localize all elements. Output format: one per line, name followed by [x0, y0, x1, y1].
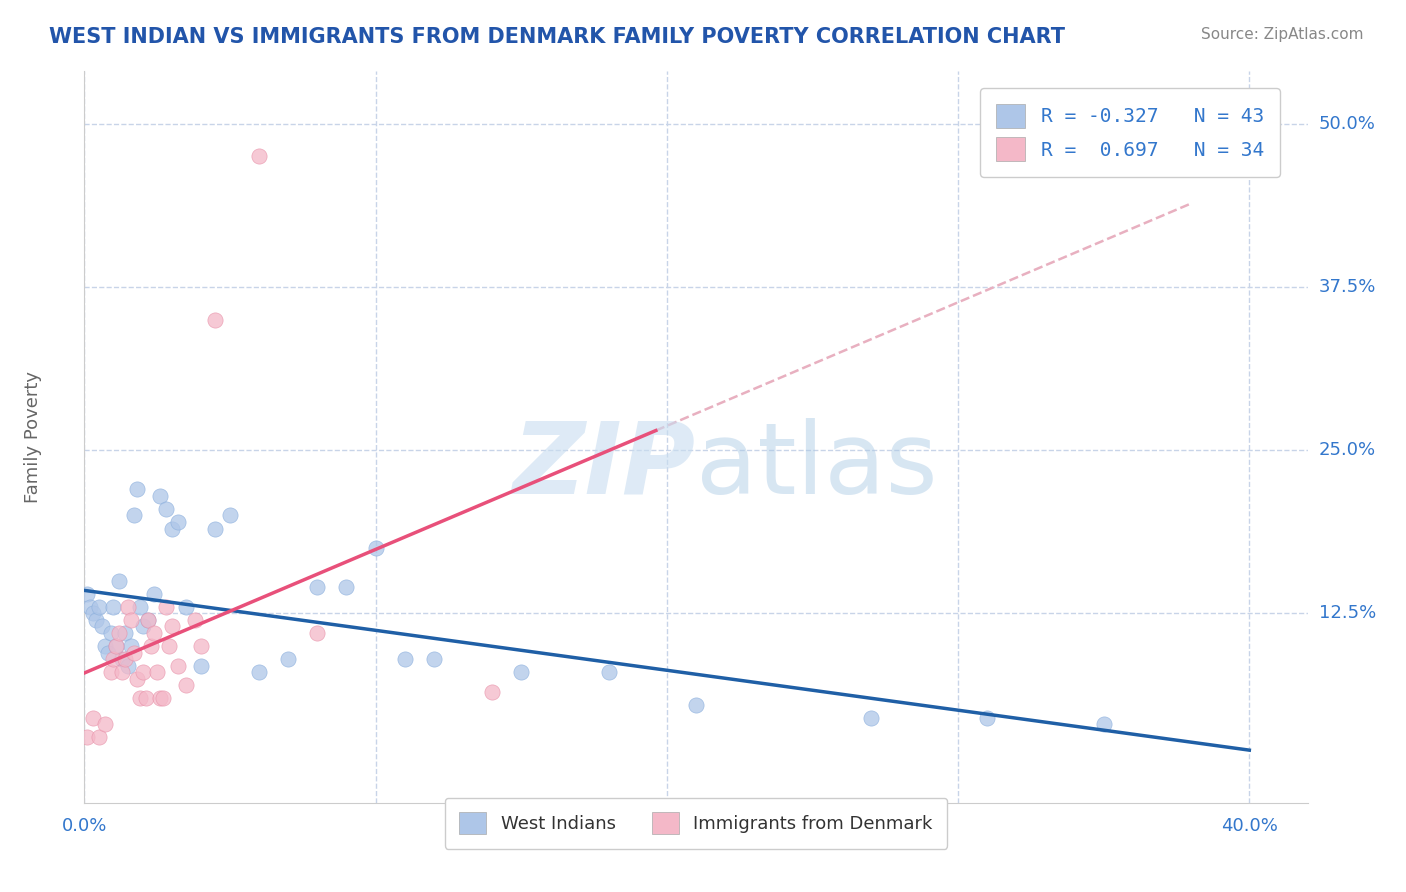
Point [174, 599, 197, 614]
Point [79, 599, 101, 614]
Point [93, 639, 115, 653]
Point [76, 731, 98, 745]
Point [146, 665, 169, 680]
Point [120, 613, 142, 627]
Point [131, 665, 153, 680]
Point [82, 607, 104, 621]
Point [84, 613, 107, 627]
Point [510, 665, 533, 680]
Point [155, 502, 177, 516]
Point [149, 691, 172, 706]
Point [204, 312, 226, 326]
Point [87, 599, 110, 614]
Point [122, 508, 145, 523]
Point [598, 665, 620, 680]
Point [108, 626, 131, 640]
Point [114, 626, 136, 640]
Point [103, 599, 125, 614]
Point [128, 599, 150, 614]
Point [160, 521, 183, 535]
Point [143, 626, 166, 640]
Point [152, 691, 174, 706]
Point [117, 599, 139, 614]
Point [190, 658, 212, 673]
Point [125, 672, 148, 686]
Text: Family Poverty: Family Poverty [24, 371, 42, 503]
Point [82, 711, 104, 725]
Point [103, 652, 125, 666]
Text: 0.0%: 0.0% [62, 817, 107, 835]
Point [141, 639, 163, 653]
Point [105, 639, 128, 653]
Text: WEST INDIAN VS IMMIGRANTS FROM DENMARK FAMILY POVERTY CORRELATION CHART: WEST INDIAN VS IMMIGRANTS FROM DENMARK F… [49, 27, 1066, 46]
Point [120, 639, 142, 653]
Point [307, 626, 329, 640]
Text: 40.0%: 40.0% [1220, 817, 1278, 835]
Point [128, 691, 150, 706]
Text: 37.5%: 37.5% [1319, 278, 1376, 296]
Point [204, 521, 226, 535]
Point [135, 691, 157, 706]
Point [1092, 717, 1115, 731]
Point [138, 613, 160, 627]
Text: 25.0%: 25.0% [1319, 442, 1376, 459]
Point [105, 639, 128, 653]
Point [111, 652, 134, 666]
Point [90, 619, 112, 633]
Point [160, 619, 183, 633]
Point [247, 665, 270, 680]
Text: ZIP: ZIP [513, 417, 696, 515]
Point [335, 580, 357, 594]
Point [364, 541, 387, 555]
Point [138, 613, 160, 627]
Point [122, 646, 145, 660]
Point [100, 626, 122, 640]
Point [157, 639, 180, 653]
Text: 50.0%: 50.0% [1319, 114, 1375, 133]
Point [76, 587, 98, 601]
Point [247, 149, 270, 163]
Point [174, 678, 197, 692]
Point [184, 613, 207, 627]
Text: Source: ZipAtlas.com: Source: ZipAtlas.com [1201, 27, 1364, 42]
Point [117, 658, 139, 673]
Point [219, 508, 242, 523]
Point [481, 685, 503, 699]
Point [423, 652, 446, 666]
Point [976, 711, 998, 725]
Legend: West Indians, Immigrants from Denmark: West Indians, Immigrants from Denmark [444, 797, 948, 848]
Point [108, 574, 131, 588]
Point [166, 658, 188, 673]
Text: atlas: atlas [696, 417, 938, 515]
Point [143, 587, 166, 601]
Point [149, 489, 172, 503]
Point [131, 619, 153, 633]
Point [155, 599, 177, 614]
Point [114, 652, 136, 666]
Point [166, 515, 188, 529]
Point [100, 665, 122, 680]
Point [394, 652, 416, 666]
Point [93, 717, 115, 731]
Text: 12.5%: 12.5% [1319, 605, 1376, 623]
Point [111, 665, 134, 680]
Point [277, 652, 299, 666]
Point [190, 639, 212, 653]
Point [97, 646, 120, 660]
Point [125, 483, 148, 497]
Point [307, 580, 329, 594]
Point [859, 711, 882, 725]
Point [87, 731, 110, 745]
Point [685, 698, 707, 712]
